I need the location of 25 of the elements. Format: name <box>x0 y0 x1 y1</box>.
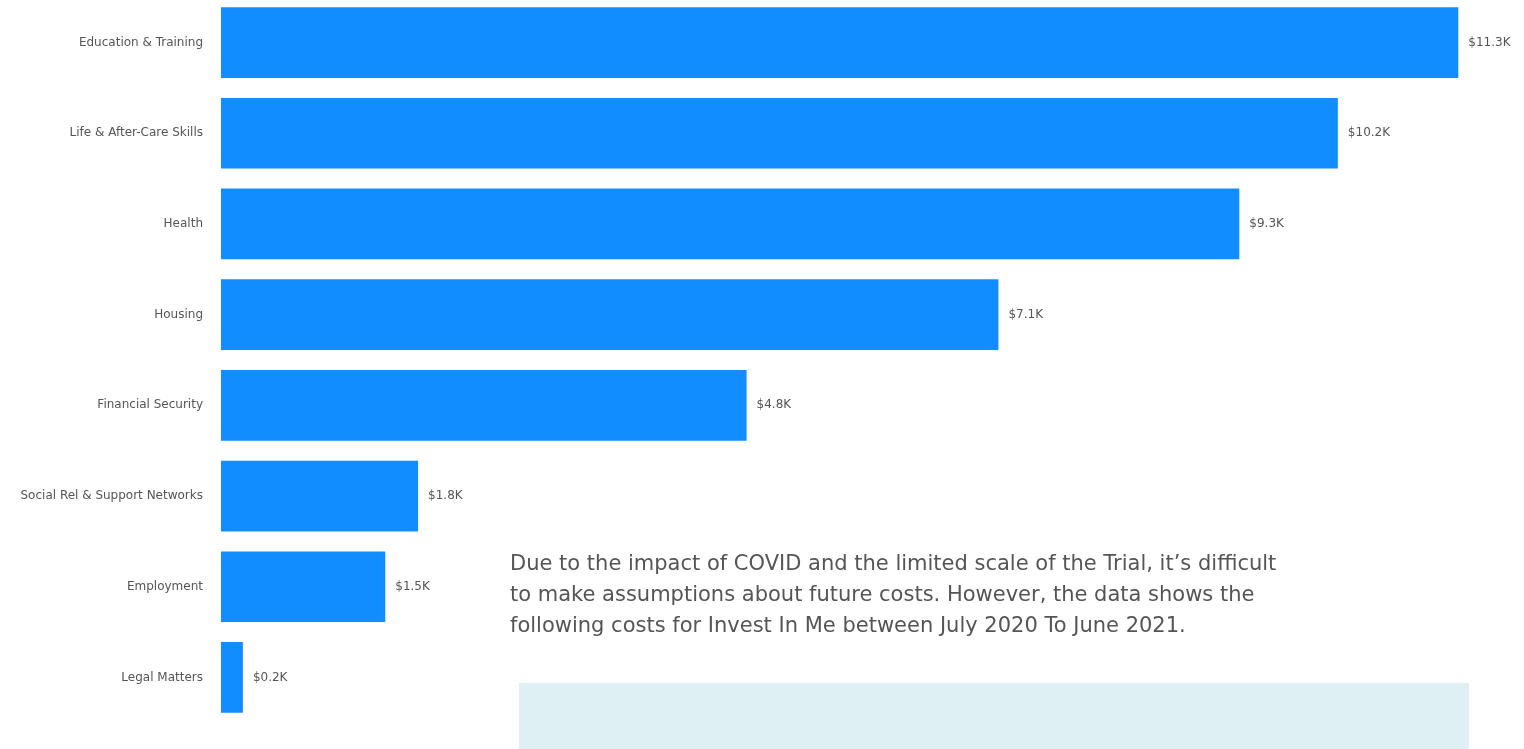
bar <box>221 279 999 351</box>
bar <box>221 642 243 713</box>
bar <box>221 460 419 532</box>
bar <box>221 7 1459 78</box>
bar <box>221 188 1240 260</box>
bar <box>221 369 747 441</box>
annotation: Due to the impact of COVID and the limited scale of the Trial, it’s difficult to make assumptions about future costs. However, the data shows the following costs for Invest In Me between July 2020 To June 2021. <box>510 550 1278 639</box>
y-tick-label: Social Rel & Support Networks <box>20 488 203 503</box>
bar <box>221 551 386 623</box>
y-tick-label: Financial Security <box>97 397 203 412</box>
data-label: $4.8K <box>756 397 793 412</box>
data-label: $10.2K <box>1347 125 1392 140</box>
y-tick-label: Housing <box>154 306 203 321</box>
data-label: $0.2K <box>252 669 289 684</box>
data-label: $11.3K <box>1468 34 1512 49</box>
data-label: $7.1K <box>1008 306 1045 321</box>
y-tick-label: Education & Training <box>78 34 203 49</box>
y-tick-label: Legal Matters <box>121 669 203 684</box>
y-tick-label: Life & After-Care Skills <box>69 125 203 140</box>
data-label: $9.3K <box>1249 216 1286 231</box>
data-label: $1.8K <box>428 488 464 503</box>
bar <box>221 97 1338 169</box>
y-tick-label: Employment <box>126 578 204 593</box>
data-label: $1.5K <box>395 578 431 593</box>
y-tick-label: Health <box>163 216 203 231</box>
